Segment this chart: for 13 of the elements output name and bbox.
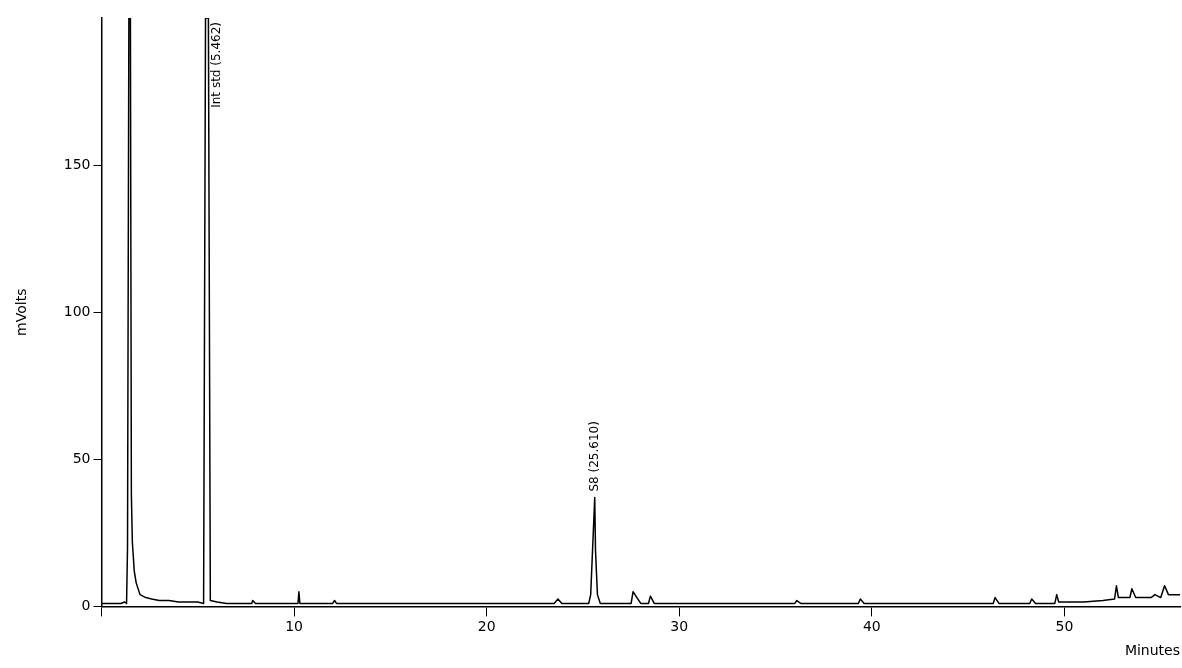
x-tick-label: 40 [862, 618, 881, 635]
x-tick-label: 50 [1055, 618, 1074, 635]
y-tick-label: 100 [63, 302, 91, 319]
annotation: Int std (5.462) [208, 21, 223, 108]
y-axis-title: mVolts [13, 288, 30, 336]
x-tick-label: 20 [477, 618, 496, 635]
annotation: S8 (25.610) [586, 421, 601, 492]
y-tick-label: 150 [63, 155, 91, 172]
y-tick-label: 0 [81, 597, 91, 614]
x-tick-label: 30 [670, 618, 689, 635]
x-tick-label: 10 [285, 618, 304, 635]
y-tick-label: 50 [72, 449, 91, 466]
x-axis-title: Minutes [1124, 642, 1180, 659]
